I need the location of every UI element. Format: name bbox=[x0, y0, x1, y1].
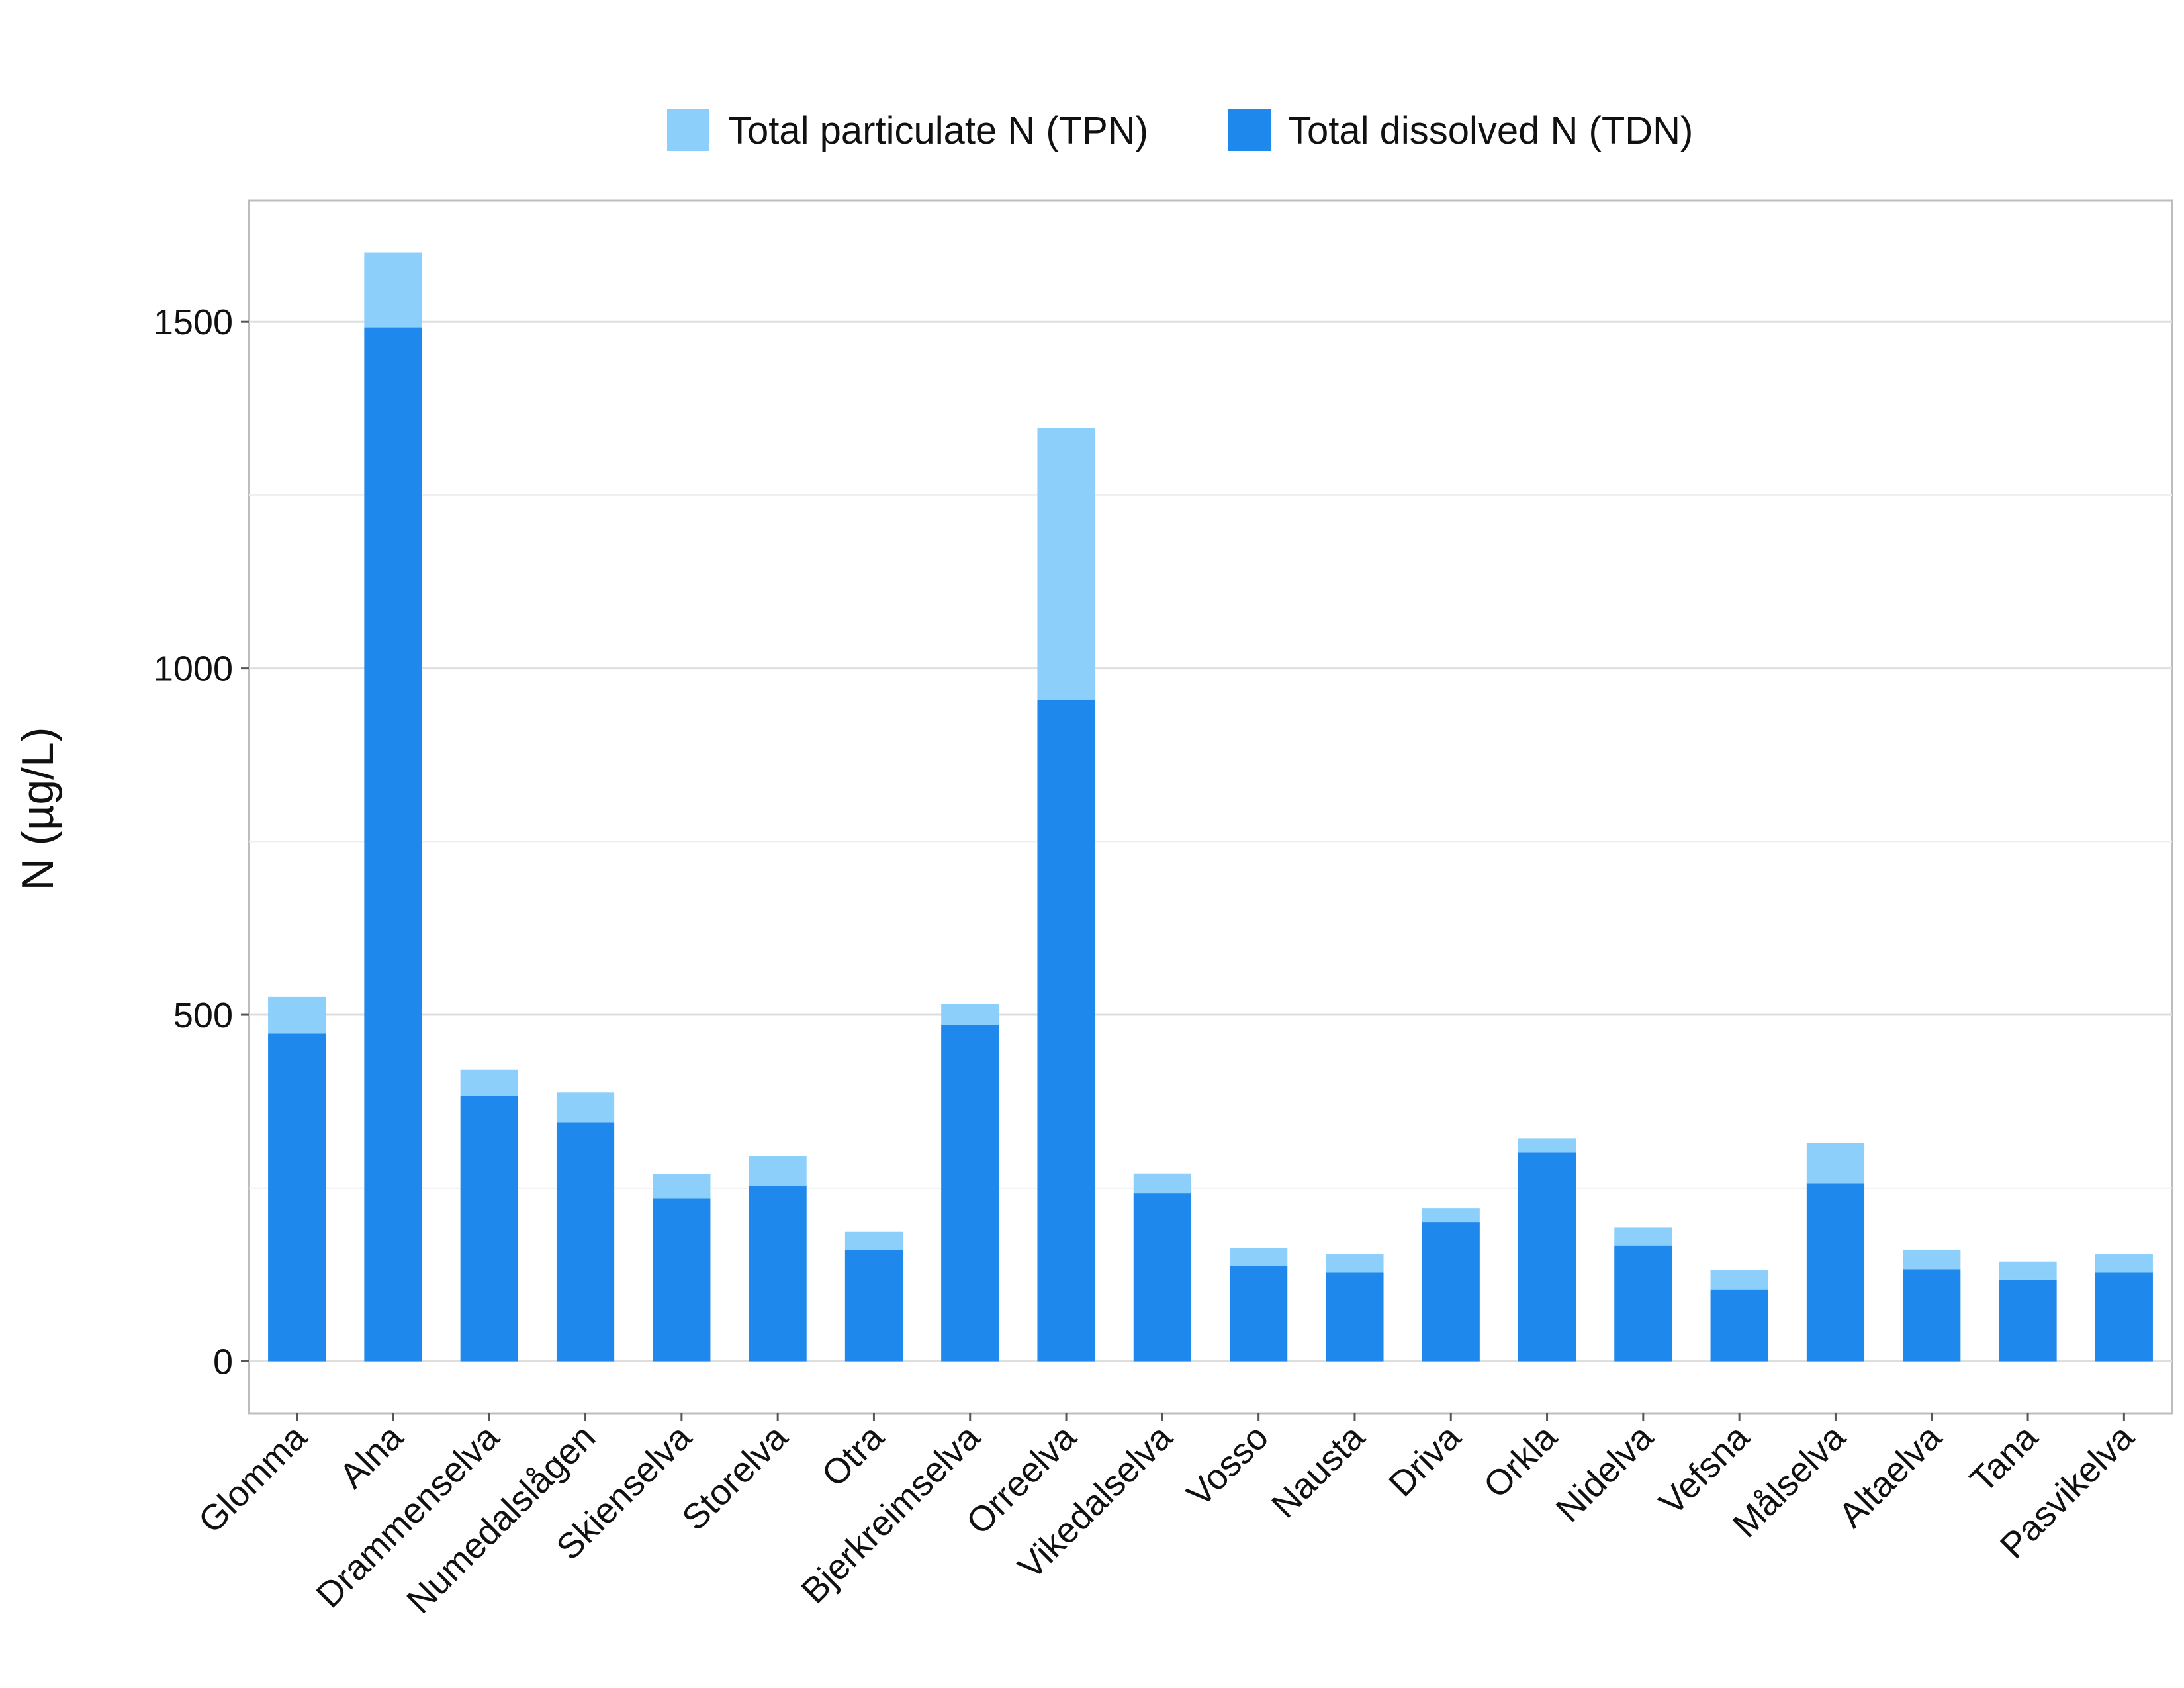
bar-tdn-13 bbox=[1518, 1152, 1576, 1362]
y-tick-label: 500 bbox=[173, 996, 233, 1035]
bar-tdn-5 bbox=[749, 1186, 807, 1362]
bar-tpn-4 bbox=[653, 1174, 711, 1199]
bar-tpn-12 bbox=[1422, 1208, 1480, 1223]
legend-swatch-tdn bbox=[1228, 109, 1271, 151]
x-tick-label: Alna bbox=[332, 1417, 412, 1496]
x-tick-label: Nausta bbox=[1264, 1417, 1373, 1525]
x-tick-label: Orkla bbox=[1476, 1417, 1565, 1505]
bar-tpn-5 bbox=[749, 1156, 807, 1186]
y-tick-label: 0 bbox=[213, 1342, 233, 1382]
bar-tdn-12 bbox=[1422, 1222, 1480, 1362]
bar-tdn-16 bbox=[1806, 1183, 1865, 1362]
y-tick-label: 1000 bbox=[154, 649, 233, 689]
bar-tdn-0 bbox=[268, 1033, 326, 1362]
x-tick-label: Nidelva bbox=[1549, 1417, 1661, 1529]
legend-label-tdn: Total dissolved N (TDN) bbox=[1288, 109, 1693, 152]
bar-tpn-14 bbox=[1614, 1227, 1672, 1246]
y-axis: 0 500 1000 1500 bbox=[154, 303, 249, 1382]
bar-tdn-8 bbox=[1037, 699, 1095, 1362]
bar-tpn-18 bbox=[1999, 1261, 2057, 1280]
x-axis: Glomma AlnaDrammenselvaNumedalslågenSkien… bbox=[191, 1413, 2142, 1621]
bar-tpn-19 bbox=[2095, 1254, 2153, 1273]
bar-tpn-9 bbox=[1133, 1173, 1191, 1194]
bar-tdn-7 bbox=[941, 1025, 999, 1362]
x-tick-label: Altaelva bbox=[1831, 1417, 1950, 1535]
bar-tpn-15 bbox=[1710, 1270, 1768, 1290]
bar-tpn-0 bbox=[268, 996, 326, 1034]
bar-tdn-17 bbox=[1903, 1269, 1961, 1362]
bar-tdn-6 bbox=[844, 1250, 903, 1362]
bar-tdn-19 bbox=[2095, 1272, 2153, 1362]
y-tick-label: 1500 bbox=[154, 303, 233, 342]
bar-tdn-9 bbox=[1133, 1193, 1191, 1362]
plot-panel bbox=[248, 199, 2173, 1415]
bar-tpn-16 bbox=[1806, 1143, 1865, 1184]
legend: Total particulate N (TPN) Total dissolved… bbox=[667, 109, 1693, 152]
bar-tdn-2 bbox=[460, 1096, 518, 1362]
bar-tdn-3 bbox=[556, 1122, 615, 1362]
bar-tpn-11 bbox=[1326, 1254, 1384, 1273]
bar-tpn-10 bbox=[1230, 1248, 1288, 1266]
bar-tpn-17 bbox=[1903, 1249, 1961, 1270]
x-tick-label: Glomma bbox=[191, 1417, 314, 1540]
bar-tdn-14 bbox=[1614, 1245, 1672, 1362]
bar-tdn-11 bbox=[1326, 1272, 1384, 1362]
bar-tdn-4 bbox=[653, 1198, 711, 1362]
x-tick-label: Vosso bbox=[1179, 1417, 1276, 1514]
bar-tpn-8 bbox=[1037, 428, 1095, 700]
bar-tpn-3 bbox=[556, 1092, 615, 1123]
bars bbox=[268, 252, 2153, 1362]
x-tick-label: Otra bbox=[814, 1417, 891, 1494]
bar-tpn-2 bbox=[460, 1069, 518, 1096]
bar-tdn-15 bbox=[1710, 1289, 1768, 1362]
bar-tpn-7 bbox=[941, 1004, 999, 1025]
bar-tdn-1 bbox=[364, 327, 422, 1362]
bar-tpn-6 bbox=[844, 1231, 903, 1250]
x-tick-label: Tana bbox=[1962, 1417, 2046, 1500]
bar-tdn-10 bbox=[1230, 1266, 1288, 1362]
y-axis-title: N (µg/L) bbox=[13, 727, 63, 891]
x-tick-label: Driva bbox=[1381, 1417, 1469, 1504]
bar-tpn-1 bbox=[364, 252, 422, 328]
legend-label-tpn: Total particulate N (TPN) bbox=[728, 109, 1148, 152]
legend-swatch-tpn bbox=[667, 109, 709, 151]
x-tick-label: Storelva bbox=[674, 1417, 796, 1538]
bar-tpn-13 bbox=[1518, 1138, 1576, 1153]
bar-tdn-18 bbox=[1999, 1279, 2057, 1362]
